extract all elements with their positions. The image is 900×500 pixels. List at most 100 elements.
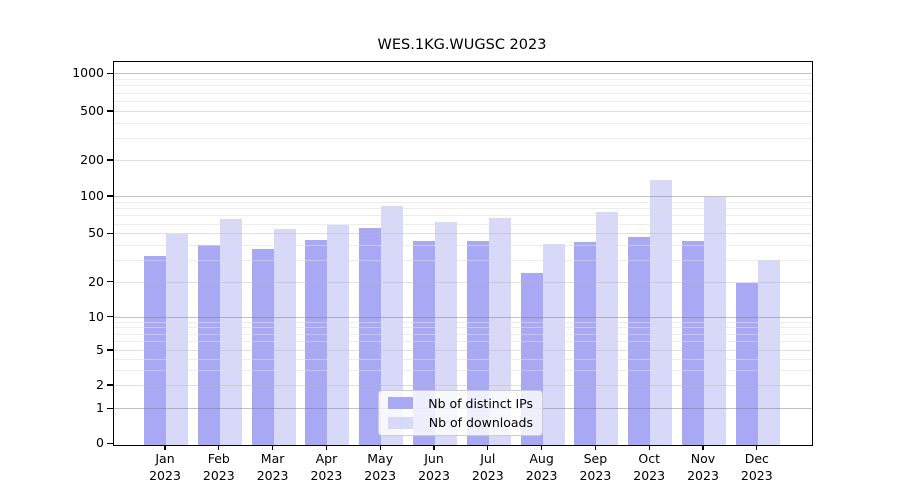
legend-swatch-downloads xyxy=(388,416,413,429)
y-tick-label-50: 50 xyxy=(88,225,104,241)
gridline-6 xyxy=(114,341,812,343)
bar-downloads-jul xyxy=(488,217,511,445)
bar-distinct-ips-mar xyxy=(251,248,274,445)
x-tick-year: 2023 xyxy=(471,467,504,483)
gridline-8 xyxy=(114,327,812,329)
legend-label-downloads: Nb of downloads xyxy=(428,415,533,431)
x-tick-mark-jun xyxy=(433,445,435,450)
x-tick-month: Dec xyxy=(744,451,769,466)
x-tick-year: 2023 xyxy=(740,467,773,483)
x-tick-mark-nov xyxy=(702,445,704,450)
gridline-200 xyxy=(114,160,812,161)
x-tick-mark-aug xyxy=(540,445,543,450)
x-tick-year: 2023 xyxy=(525,467,558,483)
y-tick-mark-50 xyxy=(107,232,113,234)
gridline-30 xyxy=(114,260,812,262)
x-tick-month: May xyxy=(367,451,394,466)
x-tick-month: Jul xyxy=(480,451,496,466)
x-tick-mark-apr xyxy=(325,445,328,450)
gridline-5 xyxy=(114,350,812,351)
gridline-3 xyxy=(114,369,812,371)
gridline-900 xyxy=(114,79,812,81)
x-tick-month: Jan xyxy=(155,451,175,466)
gridline-10 xyxy=(114,316,812,318)
legend-label-distinct-ips: Nb of distinct IPs xyxy=(428,395,533,411)
x-tick-month: Nov xyxy=(690,451,716,466)
x-tick-label-apr: Apr 2023 xyxy=(296,451,356,484)
bar-distinct-ips-sep xyxy=(574,242,597,445)
x-tick-year: 2023 xyxy=(633,467,666,483)
bar-distinct-ips-nov xyxy=(682,241,704,445)
bar-distinct-ips-dec xyxy=(735,282,758,445)
y-tick-mark-1 xyxy=(107,407,113,409)
legend-swatch-distinct-ips xyxy=(388,397,413,410)
plot-area: Nb of distinct IPs Nb of downloads xyxy=(113,61,813,446)
gridline-40 xyxy=(114,245,812,247)
x-tick-mark-dec xyxy=(756,445,758,450)
x-tick-label-feb: Feb 2023 xyxy=(189,451,249,484)
gridline-60 xyxy=(114,223,812,225)
x-tick-month: Oct xyxy=(638,451,660,466)
x-tick-mark-oct xyxy=(648,445,650,450)
gridline-9 xyxy=(114,321,812,323)
x-tick-label-nov: Nov 2023 xyxy=(673,451,733,484)
bar-downloads-feb xyxy=(219,219,242,445)
x-tick-month: Aug xyxy=(529,451,554,466)
x-tick-label-aug: Aug 2023 xyxy=(512,451,572,484)
x-tick-year: 2023 xyxy=(364,467,397,483)
x-tick-mark-may xyxy=(379,445,381,450)
x-tick-month: Sep xyxy=(583,451,608,466)
y-tick-label-1: 1 xyxy=(96,400,104,416)
y-tick-label-2: 2 xyxy=(96,377,104,392)
gridline-70 xyxy=(114,215,812,217)
y-tick-mark-100 xyxy=(107,195,113,197)
gridline-7 xyxy=(114,333,812,335)
x-tick-label-jul: Jul 2023 xyxy=(458,451,518,484)
bar-downloads-oct xyxy=(650,179,673,445)
bar-distinct-ips-may xyxy=(359,228,382,445)
legend: Nb of distinct IPs Nb of downloads xyxy=(378,390,543,436)
y-tick-mark-1000 xyxy=(107,72,113,74)
gridline-1000 xyxy=(114,73,812,75)
x-tick-mark-sep xyxy=(594,445,597,450)
x-tick-label-sep: Sep 2023 xyxy=(565,451,625,484)
bar-distinct-ips-jan xyxy=(144,256,166,445)
gridline-500 xyxy=(114,111,812,112)
x-tick-label-jun: Jun 2023 xyxy=(404,451,464,484)
y-tick-label-1000: 1000 xyxy=(72,65,104,81)
y-tick-label-200: 200 xyxy=(80,152,104,167)
chart-title: WES.1KG.WUGSC 2023 xyxy=(377,37,547,53)
x-tick-mark-jul xyxy=(487,445,489,450)
y-tick-mark-0 xyxy=(107,442,113,444)
gridline-800 xyxy=(114,85,812,87)
gridline-4 xyxy=(114,358,812,360)
gridline-2 xyxy=(114,385,812,386)
gridline-300 xyxy=(114,138,812,140)
y-tick-mark-20 xyxy=(107,281,113,283)
x-tick-label-mar: Mar 2023 xyxy=(243,451,303,484)
x-tick-label-oct: Oct 2023 xyxy=(619,451,679,484)
y-tick-mark-200 xyxy=(107,159,113,161)
x-tick-label-jan: Jan 2023 xyxy=(135,451,195,484)
x-tick-year: 2023 xyxy=(310,467,343,483)
legend-row-distinct-ips: Nb of distinct IPs xyxy=(388,395,533,412)
x-tick-mark-feb xyxy=(218,445,220,450)
x-tick-year: 2023 xyxy=(202,467,235,483)
bar-downloads-nov xyxy=(704,197,726,445)
bar-downloads-dec xyxy=(757,259,780,445)
x-tick-month: Mar xyxy=(260,451,285,466)
gridline-600 xyxy=(114,101,812,103)
x-tick-month: Apr xyxy=(315,451,338,466)
gridline-700 xyxy=(114,92,812,94)
x-tick-mark-mar xyxy=(271,445,274,450)
y-tick-mark-2 xyxy=(107,384,113,386)
gridline-100 xyxy=(114,196,812,197)
bar-downloads-jan xyxy=(166,234,188,445)
y-tick-label-0: 0 xyxy=(96,435,104,451)
legend-row-downloads: Nb of downloads xyxy=(388,415,533,432)
bar-distinct-ips-apr xyxy=(305,239,328,445)
bar-downloads-jun xyxy=(435,221,457,445)
y-tick-label-5: 5 xyxy=(96,342,104,357)
x-tick-year: 2023 xyxy=(687,467,719,483)
